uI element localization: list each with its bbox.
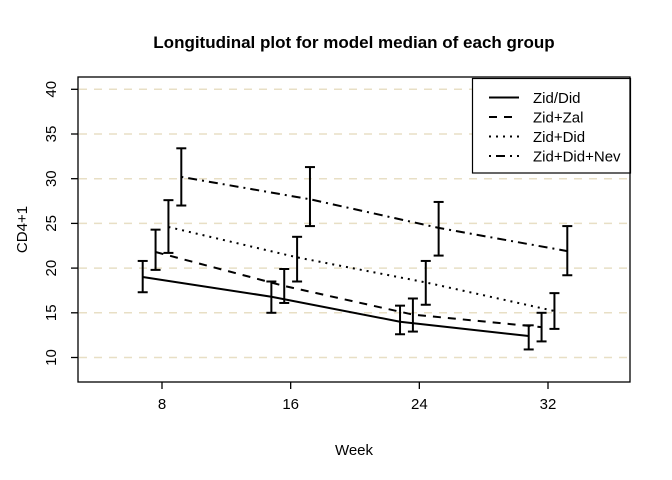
y-tick-label: 40 xyxy=(43,81,60,98)
series-zid-did-nev xyxy=(176,147,573,277)
y-tick-label: 15 xyxy=(43,304,60,321)
median-line-2 xyxy=(168,226,555,312)
series-zid-did xyxy=(163,199,560,330)
series-layer xyxy=(137,147,573,351)
x-tick-label: 24 xyxy=(411,396,428,413)
y-tick-label: 20 xyxy=(43,260,60,277)
y-tick-label: 25 xyxy=(43,215,60,232)
y-axis-title: CD4+1 xyxy=(14,206,31,253)
y-tick-label: 30 xyxy=(43,170,60,187)
legend-label: Zid+Did+Nev xyxy=(533,149,621,166)
chart-title: Longitudinal plot for model median of ea… xyxy=(153,33,554,52)
x-tick-label: 16 xyxy=(282,396,299,413)
median-line-3 xyxy=(181,175,568,253)
legend-label: Zid+Zal xyxy=(533,110,583,127)
legend-box xyxy=(471,77,632,174)
series-zid-did xyxy=(137,259,534,351)
median-line-1 xyxy=(155,251,542,329)
legend: Zid/Did Zid+Zal Zid+Did Zid+Did+Nev xyxy=(471,77,632,174)
legend-label: Zid/Did xyxy=(533,90,581,107)
median-line-0 xyxy=(142,276,529,338)
y-tick-label: 10 xyxy=(43,349,60,366)
x-axis-title: Week xyxy=(335,442,374,459)
axis-layer: 8 16 24 32 10 15 20 25 30 35 40 xyxy=(43,76,631,413)
legend-label: Zid+Did xyxy=(533,129,585,146)
series-zid-zal xyxy=(150,228,547,343)
plot-box xyxy=(77,76,631,383)
x-tick-label: 8 xyxy=(158,396,166,413)
x-tick-label: 32 xyxy=(540,396,557,413)
y-tick-label: 35 xyxy=(43,126,60,143)
